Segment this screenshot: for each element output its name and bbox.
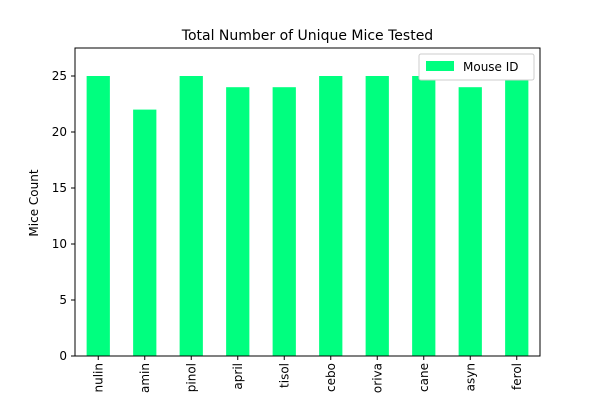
y-tick-label: 15 <box>52 181 67 195</box>
x-tick-label: amin <box>138 363 152 393</box>
legend-box <box>418 53 535 81</box>
x-tick-label: ferol <box>510 363 524 390</box>
x-tick-label: nulin <box>91 363 105 392</box>
bar-cane <box>412 76 436 356</box>
y-tick-label: 25 <box>52 69 67 83</box>
x-tick-label: cane <box>417 363 431 392</box>
x-tick-label: cebo <box>324 363 338 392</box>
bar-amin <box>133 109 157 356</box>
chart-title: Total Number of Unique Mice Tested <box>181 28 433 44</box>
y-tick-label: 5 <box>59 293 67 307</box>
bar-oriva <box>365 76 389 356</box>
x-tick-label: pinol <box>184 363 198 392</box>
x-tick-label: oriva <box>370 363 384 393</box>
y-tick-label: 0 <box>59 349 67 363</box>
x-axis: nulin amin pinol april tisol cebo oriva cane asy… <box>91 356 524 393</box>
bar-april <box>226 87 250 356</box>
bar-tisol <box>272 87 296 356</box>
y-tick-label: 20 <box>52 125 67 139</box>
bar-pinol <box>179 76 203 356</box>
bar-asyn <box>458 87 482 356</box>
x-tick-label: asyn <box>463 363 477 391</box>
y-axis: 0 5 10 15 20 25 <box>52 69 75 363</box>
bar-ferol <box>505 76 529 356</box>
legend-label: Mouse ID <box>463 60 519 74</box>
bar-nulin <box>86 76 110 356</box>
legend-swatch <box>426 61 454 71</box>
x-tick-label: tisol <box>277 363 291 388</box>
plot-frame <box>74 47 541 357</box>
bar-cebo <box>319 76 343 356</box>
y-axis-label: Mice Count <box>27 169 41 236</box>
bars-group <box>86 76 529 356</box>
legend: Mouse ID <box>418 53 535 81</box>
x-tick-label: april <box>231 363 245 390</box>
y-tick-label: 10 <box>52 237 67 251</box>
